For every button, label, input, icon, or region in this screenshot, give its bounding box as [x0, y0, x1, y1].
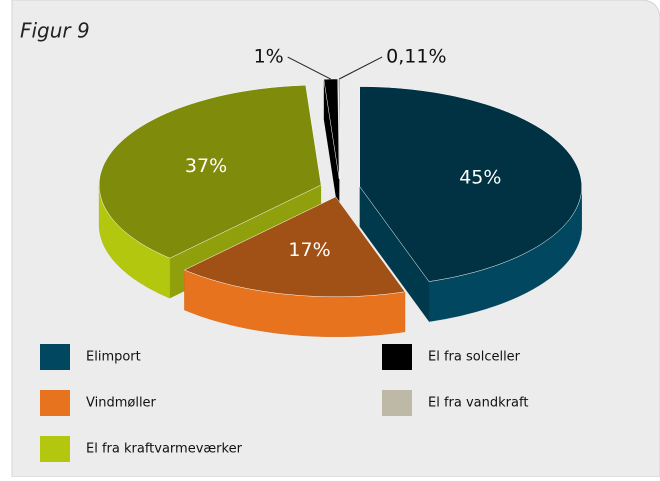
leader-line	[287, 56, 331, 80]
legend-label: Vindmøller	[86, 396, 157, 411]
data-label: 37%	[185, 155, 227, 177]
legend-label: Elimport	[86, 350, 141, 365]
pie-slice	[359, 86, 582, 282]
legend-label: El fra kraftvarmeværker	[86, 442, 243, 457]
legend-swatch	[40, 344, 70, 370]
data-label: 45%	[459, 166, 501, 188]
legend-swatch	[40, 390, 70, 416]
leader-line	[338, 56, 383, 80]
legend-label: El fra vandkraft	[428, 396, 528, 411]
data-label: 17%	[288, 239, 330, 261]
pie-slice	[98, 84, 322, 259]
legend-swatch	[40, 436, 70, 462]
legend-swatch	[382, 344, 412, 370]
chart-title: Figur 9	[20, 19, 90, 43]
pie-slice	[183, 196, 406, 298]
data-label: 0,11%	[386, 45, 446, 67]
pie-slice-cut	[323, 79, 340, 219]
legend-label: El fra solceller	[428, 350, 521, 365]
pie-slice-cut	[359, 186, 429, 322]
legend-swatch	[382, 390, 412, 416]
data-label: 1%	[254, 46, 284, 68]
pie-slice	[323, 78, 340, 180]
